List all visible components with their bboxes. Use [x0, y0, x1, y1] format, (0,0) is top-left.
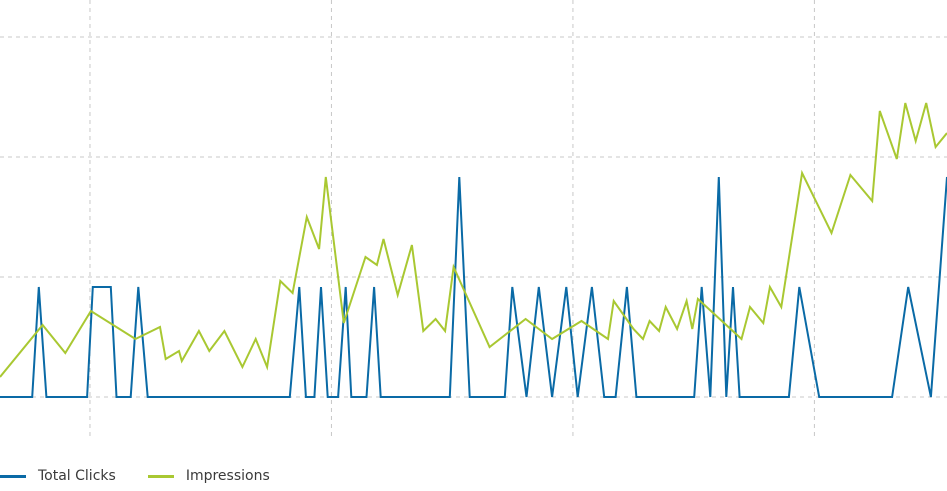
series-line-impressions[interactable]	[0, 102, 947, 378]
series-layer	[0, 102, 947, 398]
legend-item-impressions[interactable]: Impressions	[147, 468, 270, 484]
legend-swatch-impressions	[147, 474, 174, 478]
series-line-total-clicks[interactable]	[0, 176, 947, 398]
legend-label-impressions: Impressions	[185, 468, 270, 484]
grid-layer	[0, 0, 947, 437]
legend: Total Clicks Impressions	[0, 466, 302, 486]
legend-swatch-total-clicks	[0, 474, 26, 478]
legend-label-total-clicks: Total Clicks	[38, 468, 116, 484]
legend-item-total-clicks[interactable]: Total Clicks	[0, 468, 116, 484]
